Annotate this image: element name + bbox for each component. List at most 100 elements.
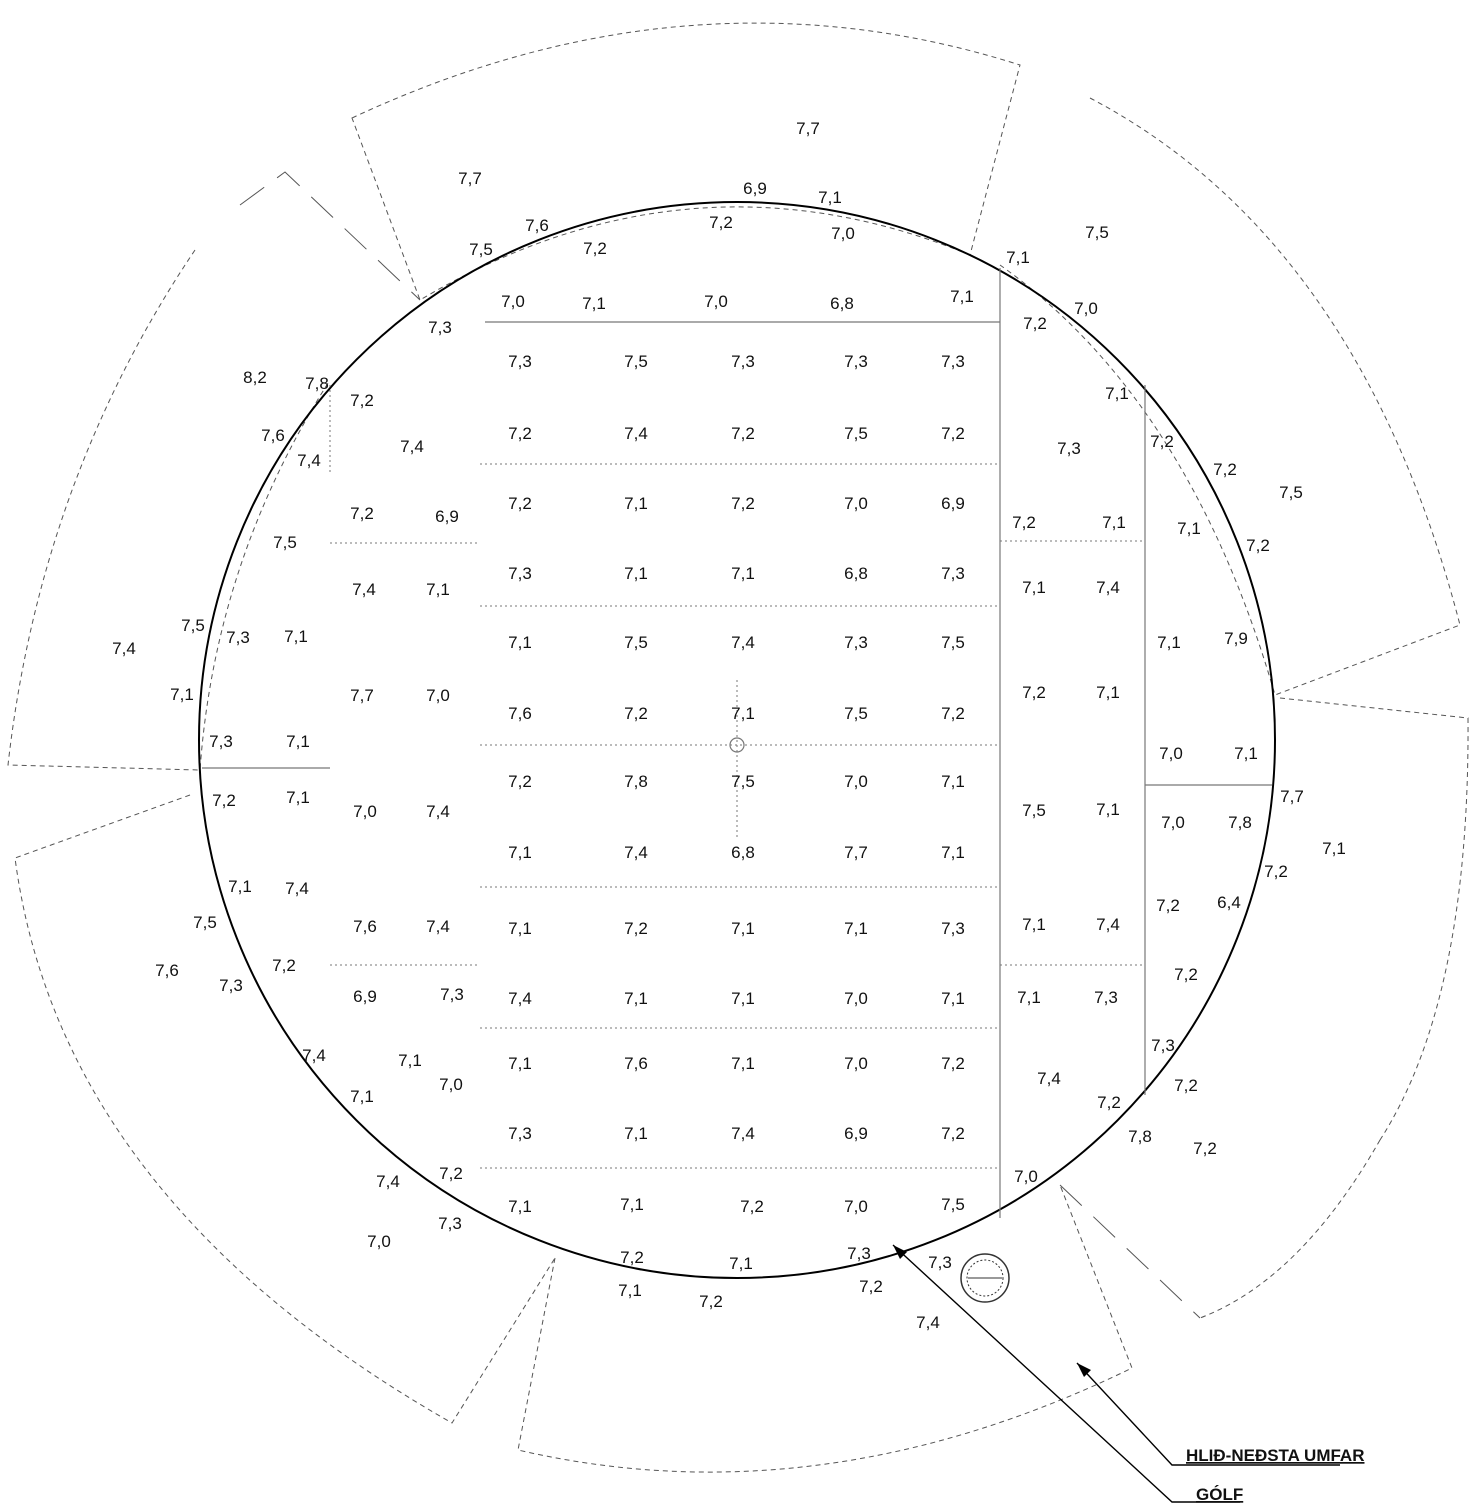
level-reading: 7,2 — [709, 213, 733, 232]
level-reading: 7,8 — [1228, 813, 1252, 832]
stamp-seal — [960, 1253, 1010, 1303]
level-reading: 7,1 — [941, 772, 965, 791]
level-reading: 7,2 — [699, 1292, 723, 1311]
level-reading: 7,4 — [426, 917, 450, 936]
level-reading: 7,3 — [844, 352, 868, 371]
level-reading: 7,1 — [941, 989, 965, 1008]
level-reading: 7,2 — [350, 504, 374, 523]
level-reading: 7,2 — [508, 772, 532, 791]
level-reading: 7,4 — [352, 580, 376, 599]
level-reading: 7,6 — [508, 704, 532, 723]
level-reading: 7,8 — [624, 772, 648, 791]
level-reading: 7,3 — [1151, 1036, 1175, 1055]
level-reading: 7,2 — [731, 494, 755, 513]
level-reading: 7,3 — [941, 919, 965, 938]
level-reading: 7,3 — [1094, 988, 1118, 1007]
interior-grid — [202, 268, 1272, 1218]
level-reading: 7,2 — [1012, 513, 1036, 532]
level-reading: 7,2 — [941, 1124, 965, 1143]
level-reading: 7,1 — [228, 877, 252, 896]
level-reading: 7,2 — [620, 1248, 644, 1267]
level-reading: 7,0 — [1159, 744, 1183, 763]
level-reading: 7,3 — [847, 1244, 871, 1263]
level-reading: 7,1 — [170, 685, 194, 704]
level-reading: 7,1 — [1102, 513, 1126, 532]
level-reading: 7,4 — [1096, 578, 1120, 597]
level-reading: 7,3 — [731, 352, 755, 371]
level-reading: 7,2 — [1174, 965, 1198, 984]
level-reading: 7,2 — [439, 1164, 463, 1183]
level-reading: 7,5 — [844, 704, 868, 723]
level-reading: 7,1 — [624, 989, 648, 1008]
level-reading: 7,5 — [1279, 483, 1303, 502]
level-reading: 7,1 — [1234, 744, 1258, 763]
level-reading: 7,1 — [618, 1281, 642, 1300]
level-reading: 7,4 — [112, 639, 136, 658]
level-reading: 7,7 — [458, 169, 482, 188]
level-reading: 7,2 — [1150, 432, 1174, 451]
level-reading: 7,3 — [438, 1214, 462, 1233]
level-reading: 7,6 — [353, 917, 377, 936]
level-reading: 7,4 — [297, 451, 321, 470]
level-reading: 7,4 — [731, 1124, 755, 1143]
level-reading: 7,5 — [193, 913, 217, 932]
level-reading: 7,1 — [1157, 633, 1181, 652]
level-reading: 7,2 — [350, 391, 374, 410]
level-reading: 7,2 — [941, 424, 965, 443]
level-reading: 7,6 — [624, 1054, 648, 1073]
level-reading: 7,2 — [1246, 536, 1270, 555]
level-reading: 7,3 — [209, 732, 233, 751]
level-reading: 8,2 — [243, 368, 267, 387]
level-reading: 7,2 — [1023, 314, 1047, 333]
sector-upper-left-long-dash — [239, 171, 421, 301]
level-reading: 6,9 — [941, 494, 965, 513]
level-reading: 7,4 — [916, 1313, 940, 1332]
level-reading: 7,1 — [624, 494, 648, 513]
sector-bottom — [517, 1184, 1133, 1473]
level-reading: 7,2 — [1193, 1139, 1217, 1158]
level-reading: 7,6 — [261, 426, 285, 445]
level-reading: 7,4 — [376, 1172, 400, 1191]
level-reading: 7,0 — [844, 1054, 868, 1073]
level-reading: 7,5 — [731, 772, 755, 791]
level-reading: 6,9 — [743, 179, 767, 198]
leader-wall — [1076, 1362, 1340, 1466]
level-reading: 7,0 — [1014, 1167, 1038, 1186]
level-reading: 7,7 — [1280, 787, 1304, 806]
level-reading: 7,1 — [286, 732, 310, 751]
level-reading: 7,1 — [818, 188, 842, 207]
level-reading: 7,2 — [272, 956, 296, 975]
level-reading: 7,0 — [1161, 813, 1185, 832]
level-reading: 7,2 — [1022, 683, 1046, 702]
level-reading: 7,4 — [624, 843, 648, 862]
level-reading: 7,5 — [1022, 801, 1046, 820]
level-reading: 7,2 — [508, 494, 532, 513]
level-reading: 7,2 — [212, 791, 236, 810]
level-reading: 7,1 — [508, 1054, 532, 1073]
level-reading: 7,1 — [582, 294, 606, 313]
level-reading: 7,0 — [844, 1197, 868, 1216]
level-reading: 7,5 — [1085, 223, 1109, 242]
sector-right-top — [999, 97, 1461, 696]
level-reading: 7,1 — [1017, 988, 1041, 1007]
level-reading: 7,5 — [844, 424, 868, 443]
level-reading: 7,2 — [1264, 862, 1288, 881]
level-reading: 7,7 — [350, 686, 374, 705]
level-reading: 7,4 — [400, 437, 424, 456]
level-reading: 7,1 — [1006, 248, 1030, 267]
level-reading: 7,5 — [624, 352, 648, 371]
level-reading: 6,8 — [731, 843, 755, 862]
level-reading: 7,4 — [1037, 1069, 1061, 1088]
level-reading: 7,2 — [731, 424, 755, 443]
legend-wall-label: HLIÐ-NEÐSTA UMFAR — [1186, 1446, 1364, 1465]
arrowhead-floor — [893, 1245, 907, 1259]
level-reading: 7,2 — [583, 239, 607, 258]
level-reading: 6,8 — [830, 294, 854, 313]
level-reading: 6,8 — [844, 564, 868, 583]
level-reading: 7,0 — [844, 989, 868, 1008]
level-reading: 7,0 — [426, 686, 450, 705]
level-reading: 7,5 — [941, 633, 965, 652]
level-reading: 7,1 — [844, 919, 868, 938]
level-reading: 7,1 — [731, 1054, 755, 1073]
